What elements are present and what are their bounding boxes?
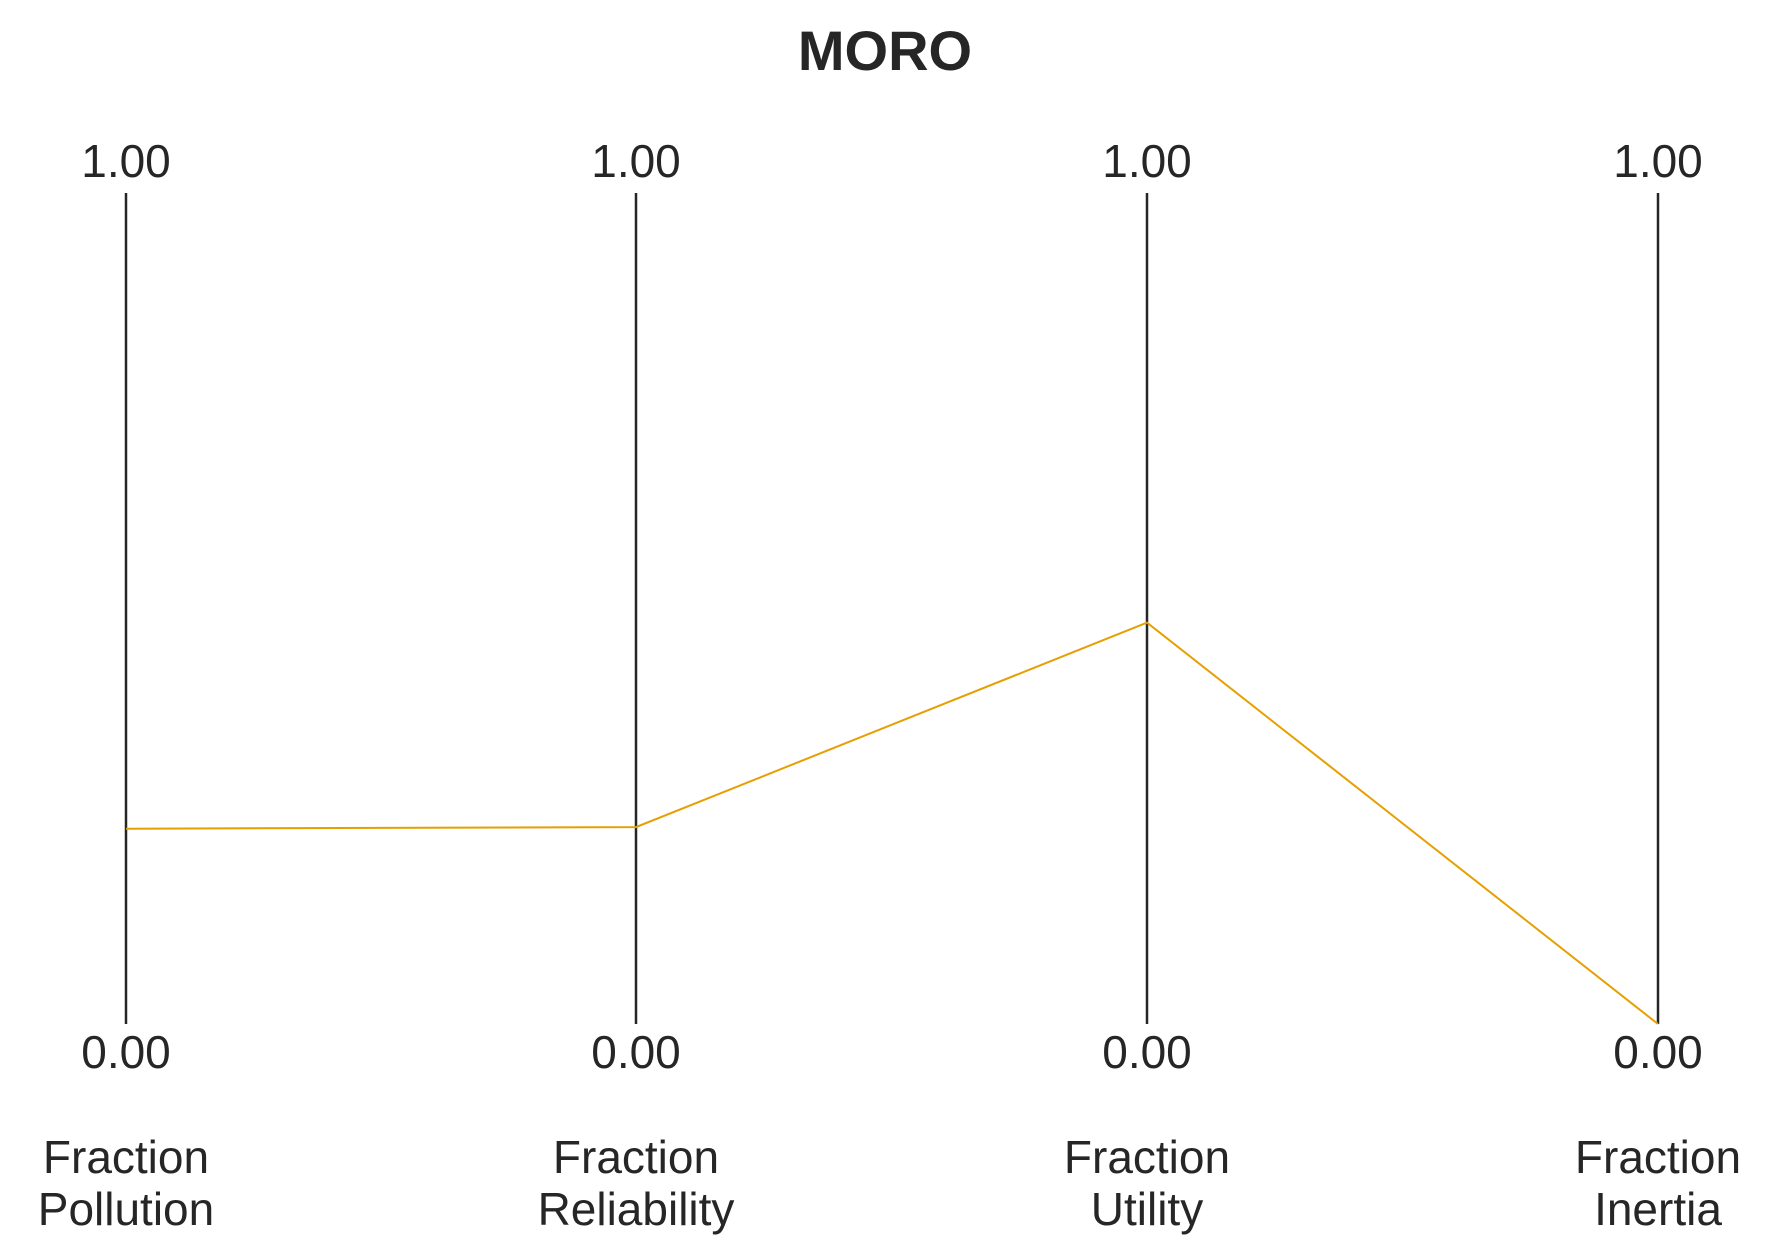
axis-label-line-0-1: Pollution: [38, 1183, 214, 1235]
axis-label-line-2-1: Utility: [1091, 1183, 1203, 1235]
axis-label-line-1-0: Fraction: [553, 1131, 719, 1183]
axis-group-1: 1.00 0.00 Fraction Reliability: [538, 135, 735, 1235]
axis-group-3: 1.00 0.00 Fraction Inertia: [1575, 135, 1741, 1235]
axis-label-line-1-1: Reliability: [538, 1183, 735, 1235]
axis-label-line-2-0: Fraction: [1064, 1131, 1230, 1183]
axis-max-tick-0: 1.00: [81, 135, 171, 187]
axis-label-line-3-1: Inertia: [1594, 1183, 1722, 1235]
axis-max-tick-3: 1.00: [1613, 135, 1703, 187]
axis-max-tick-2: 1.00: [1102, 135, 1192, 187]
axis-group-0: 1.00 0.00 Fraction Pollution: [38, 135, 214, 1235]
series-layer: [125, 621, 1659, 1025]
series-line-0: [125, 621, 1659, 1025]
axis-min-tick-3: 0.00: [1613, 1026, 1703, 1078]
axis-min-tick-1: 0.00: [591, 1026, 681, 1078]
axis-label-line-0-0: Fraction: [43, 1131, 209, 1183]
axis-label-2: Fraction Utility: [1064, 1131, 1230, 1235]
axis-label-1: Fraction Reliability: [538, 1131, 735, 1235]
axis-min-tick-2: 0.00: [1102, 1026, 1192, 1078]
axis-label-3: Fraction Inertia: [1575, 1131, 1741, 1235]
axis-min-tick-0: 0.00: [81, 1026, 171, 1078]
chart-title: MORO: [798, 19, 972, 82]
axis-max-tick-1: 1.00: [591, 135, 681, 187]
axis-label-0: Fraction Pollution: [38, 1131, 214, 1235]
axis-group-2: 1.00 0.00 Fraction Utility: [1064, 135, 1230, 1235]
axis-label-line-3-0: Fraction: [1575, 1131, 1741, 1183]
